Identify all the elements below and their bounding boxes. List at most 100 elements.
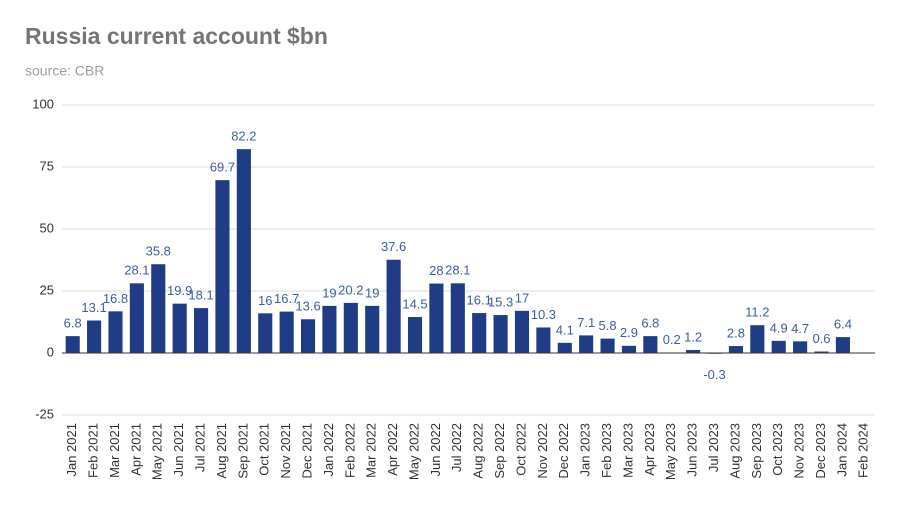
value-label: 4.7 [791, 321, 809, 336]
value-label: 17 [515, 290, 529, 305]
value-label: 13.6 [295, 299, 320, 314]
x-tick-label: Sep 2022 [492, 423, 507, 479]
y-tick-label: 25 [40, 282, 54, 297]
value-label: 4.1 [556, 322, 574, 337]
bar [279, 311, 294, 353]
bar [686, 350, 701, 353]
bar [514, 310, 530, 353]
x-tick-label: May 2023 [663, 423, 678, 480]
x-tick-label: Nov 2023 [792, 423, 807, 479]
value-label: 28.1 [445, 263, 470, 278]
value-label: 20.2 [338, 282, 363, 297]
value-label: 2.8 [727, 325, 745, 340]
bar [750, 325, 765, 353]
x-tick-label: Feb 2023 [599, 423, 614, 478]
bar [472, 313, 487, 353]
x-tick-label: Mar 2023 [620, 423, 635, 478]
x-tick-label: Dec 2022 [556, 423, 571, 479]
x-tick-label: Feb 2022 [342, 423, 357, 478]
x-tick-label: Apr 2023 [642, 423, 657, 476]
x-tick-label: Aug 2023 [727, 423, 742, 479]
bar [600, 338, 615, 353]
bar [493, 315, 508, 353]
value-label: 5.8 [599, 318, 617, 333]
value-label: 35.8 [146, 244, 171, 259]
value-label: 69.7 [210, 160, 235, 175]
x-tick-label: Dec 2023 [813, 423, 828, 479]
bar [151, 264, 166, 353]
value-label: 28 [429, 263, 443, 278]
value-label: 13.1 [81, 300, 106, 315]
x-tick-label: Aug 2022 [471, 423, 486, 479]
bar [814, 351, 829, 353]
x-tick-label: Feb 2024 [856, 423, 871, 478]
value-label: 16 [258, 293, 272, 308]
value-label: 37.6 [381, 239, 406, 254]
value-label: 82.2 [231, 129, 256, 144]
bar [835, 337, 850, 353]
value-label: 6.4 [834, 317, 852, 332]
y-tick-label: 50 [40, 220, 54, 235]
x-tick-label: Jul 2021 [193, 423, 208, 472]
x-tick-label: Jun 2023 [685, 423, 700, 477]
y-tick-label: 100 [32, 96, 54, 111]
bar [236, 149, 251, 353]
x-tick-label: Jan 2023 [578, 423, 593, 477]
bar [215, 180, 230, 353]
x-tick-label: Mar 2021 [107, 423, 122, 478]
bar [194, 308, 209, 353]
x-tick-label: Oct 2023 [770, 423, 785, 476]
bar [386, 259, 401, 353]
bar [771, 340, 786, 353]
bar [536, 327, 551, 353]
y-tick-label: 0 [47, 344, 54, 359]
value-label: 6.8 [64, 316, 82, 331]
bar [108, 311, 123, 353]
bar [557, 342, 572, 353]
x-tick-label: Jul 2022 [449, 423, 464, 472]
value-label: 18.1 [188, 288, 213, 303]
bar [258, 313, 273, 353]
bar [621, 345, 637, 353]
bar [129, 283, 144, 353]
bar [87, 320, 102, 353]
chart-subtitle: source: CBR [25, 63, 104, 79]
x-tick-label: Sep 2021 [235, 423, 250, 479]
value-label: 0.2 [663, 332, 681, 347]
x-tick-label: Dec 2021 [299, 423, 314, 479]
x-tick-label: Apr 2022 [385, 423, 400, 476]
x-tick-label: Oct 2022 [513, 423, 528, 476]
value-label: 1.2 [684, 329, 702, 344]
value-label: 16.7 [274, 291, 299, 306]
x-tick-label: Jun 2021 [171, 423, 186, 477]
value-label: 19 [322, 285, 336, 300]
x-tick-label: Jan 2021 [64, 423, 79, 477]
chart-title: Russia current account $bn [25, 23, 328, 49]
bar [365, 305, 380, 353]
x-tick-label: May 2021 [150, 423, 165, 480]
y-tick-label: -25 [35, 406, 54, 421]
bar [793, 341, 808, 353]
value-label: -0.3 [703, 367, 725, 382]
value-label: 28.1 [124, 263, 149, 278]
bar [429, 283, 444, 353]
x-tick-label: Nov 2021 [278, 423, 293, 479]
bar [407, 317, 423, 353]
bar [300, 319, 316, 353]
bar [728, 346, 743, 353]
value-label: 0.6 [812, 331, 830, 346]
x-tick-label: Nov 2022 [535, 423, 550, 479]
value-label: 7.1 [577, 315, 595, 330]
value-label: 2.9 [620, 325, 638, 340]
value-label: 16.1 [467, 293, 492, 308]
x-tick-label: Apr 2021 [128, 423, 143, 476]
value-label: 6.8 [641, 316, 659, 331]
x-tick-label: Mar 2022 [364, 423, 379, 478]
value-label: 4.9 [770, 320, 788, 335]
x-tick-label: Jan 2022 [321, 423, 336, 477]
x-tick-label: Sep 2023 [749, 423, 764, 479]
value-label: 14.5 [402, 296, 427, 311]
x-tick-label: Oct 2021 [257, 423, 272, 476]
y-tick-label: 75 [40, 158, 54, 173]
